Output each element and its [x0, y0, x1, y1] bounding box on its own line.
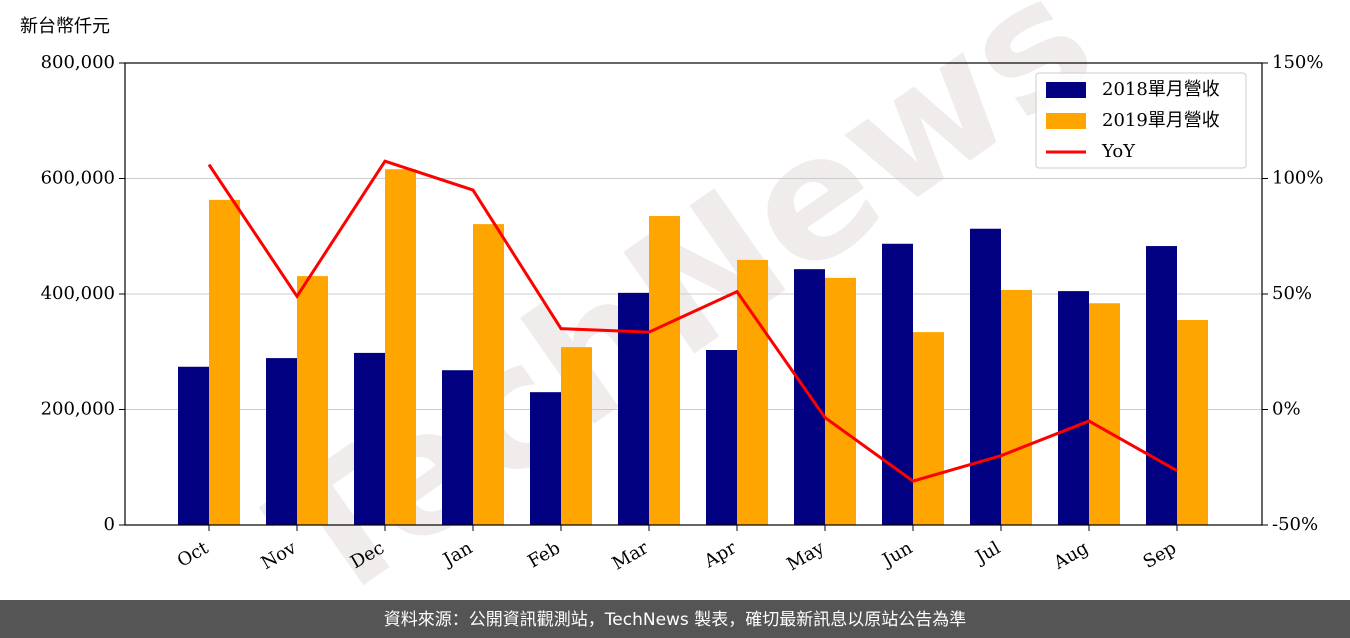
x-tick-label: Oct [174, 537, 213, 572]
footer-bar [0, 600, 1350, 638]
x-tick-label: May [783, 537, 828, 575]
bar [530, 392, 561, 525]
legend-swatch [1046, 82, 1086, 98]
x-tick-label: Jun [877, 537, 916, 572]
y2-tick-label: 50% [1272, 283, 1312, 304]
y-tick-label: 200,000 [41, 399, 115, 420]
bar [649, 216, 680, 525]
plot-frame [124, 62, 1263, 526]
y-tick-label: 400,000 [41, 283, 115, 304]
bar [1001, 289, 1032, 525]
y-tick-label: 800,000 [41, 52, 115, 73]
bar [913, 332, 944, 525]
bar [297, 276, 328, 525]
bar [1089, 303, 1120, 525]
y-tick-label: 600,000 [41, 168, 115, 189]
bar [618, 292, 649, 525]
source-note: 資料來源：公開資訊觀測站，TechNews 製表，確切最新訊息以原站公告為準 [384, 610, 966, 630]
legend-label: 2019單月營收 [1102, 110, 1220, 131]
bar [354, 352, 385, 525]
line-series [207, 159, 1178, 483]
bar [825, 277, 856, 525]
bar [737, 259, 768, 525]
legend-label: 2018單月營收 [1102, 79, 1220, 100]
x-tick-label: Jul [970, 537, 1004, 569]
y2-tick-label: 0% [1272, 399, 1301, 420]
bar [1058, 291, 1089, 525]
y-tick-label: 0 [104, 514, 115, 535]
legend-box [1035, 72, 1247, 169]
bar [209, 199, 240, 525]
x-tick-label: Feb [524, 537, 564, 572]
bar [266, 358, 297, 525]
bar [882, 243, 913, 525]
bar [561, 347, 592, 525]
y-axis-unit: 新台幣仟元 [20, 16, 110, 37]
bar [1146, 246, 1177, 525]
bar [1177, 319, 1208, 525]
bar [706, 350, 737, 525]
bar [442, 370, 473, 525]
legend-swatch [1046, 113, 1086, 129]
x-tick-label: Aug [1049, 537, 1092, 574]
y2-tick-label: 150% [1272, 52, 1323, 73]
x-tick-label: Mar [609, 537, 653, 574]
y2-tick-label: 100% [1272, 168, 1323, 189]
bar [473, 224, 504, 525]
x-tick-label: Apr [700, 537, 740, 572]
bar [970, 228, 1001, 525]
bar [385, 169, 416, 525]
bar [178, 366, 209, 525]
x-tick-label: Sep [1140, 537, 1180, 572]
legend-label: YoY [1101, 141, 1136, 162]
y2-tick-label: -50% [1272, 514, 1318, 535]
